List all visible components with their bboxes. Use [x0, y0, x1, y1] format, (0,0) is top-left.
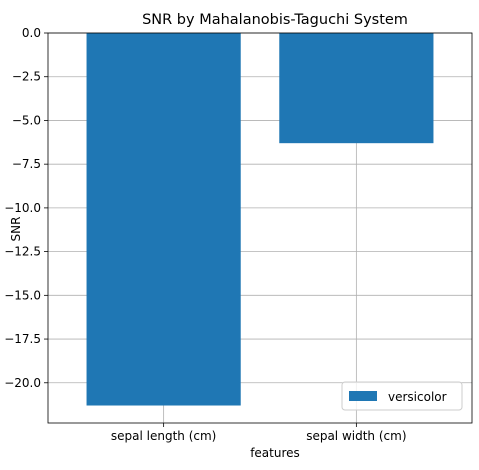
y-tick-label: −20.0 — [4, 376, 41, 390]
legend-swatch — [349, 391, 377, 401]
x-axis-label: features — [250, 446, 300, 460]
bars — [86, 33, 434, 406]
y-tick-label: −10.0 — [4, 201, 41, 215]
y-tick-label: −2.5 — [12, 70, 41, 84]
plot-frame — [47, 32, 473, 424]
y-tick-label: −15.0 — [4, 288, 41, 302]
legend: versicolor — [341, 381, 463, 411]
chart-title: SNR by Mahalanobis-Taguchi System — [142, 12, 408, 28]
y-tick-label: 0.0 — [22, 26, 41, 40]
x-tick-label: sepal width (cm) — [306, 429, 406, 443]
y-tick-label: −12.5 — [4, 245, 41, 259]
y-tick-label: −17.5 — [4, 332, 41, 346]
y-axis-label: SNR — [9, 217, 23, 242]
legend-frame — [341, 381, 463, 411]
bar-sepal-length — [86, 33, 241, 406]
y-tick-label: −7.5 — [12, 157, 41, 171]
tick-labels: 0.0 −2.5 −5.0 −7.5 −10.0 −12.5 −15.0 −17.5 −20.0… — [4, 26, 406, 443]
y-tick-label: −5.0 — [12, 113, 41, 127]
bar-sepal-width — [279, 33, 434, 144]
x-tick-label: sepal length (cm) — [111, 429, 216, 443]
legend-label-versicolor: versicolor — [388, 390, 447, 404]
axes — [44, 32, 473, 427]
